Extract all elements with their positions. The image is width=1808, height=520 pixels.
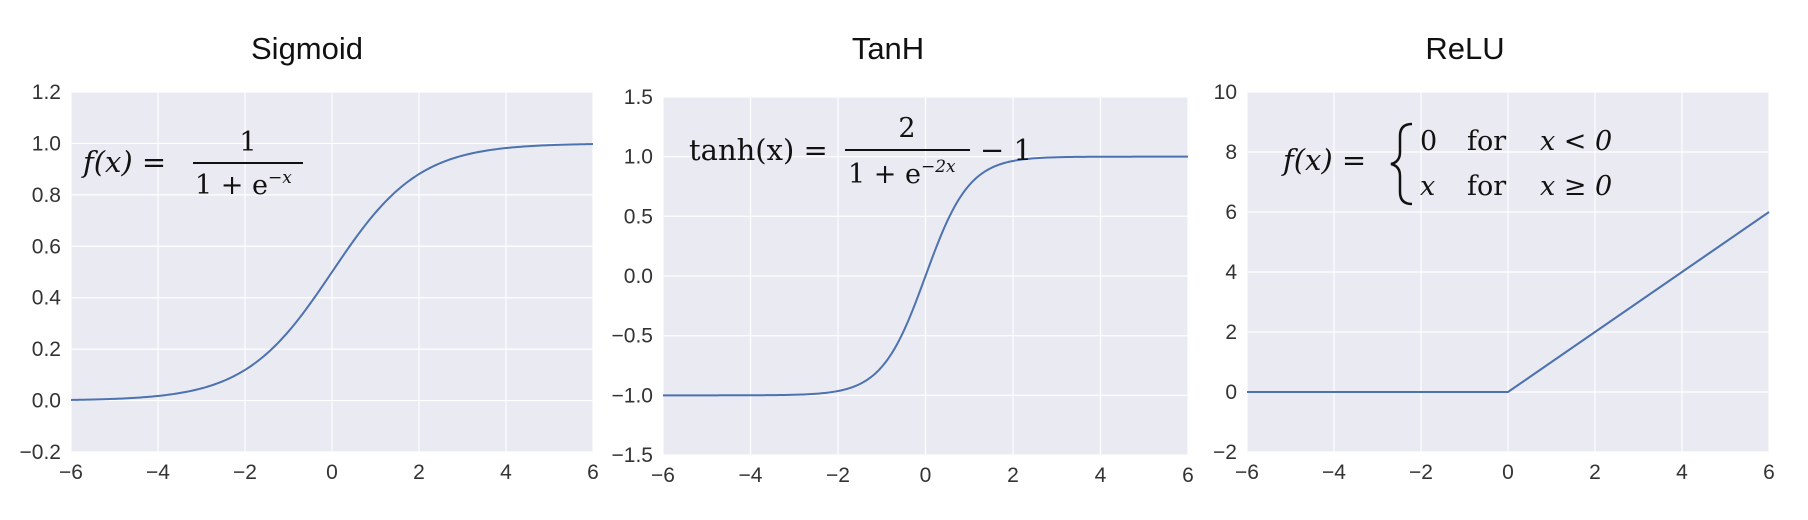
relu-y-tick-label: 0 [1225,381,1237,404]
tanh-y-ticks: −1.5 −1.0 −0.5 0.0 0.5 1.0 1.5 [612,86,653,467]
tanh-y-tick-label: 0.0 [624,265,653,288]
sigmoid-y-tick-label: −0.2 [20,441,61,464]
tanh-series-line [663,155,1188,397]
tanh-panel: TanH −1.5 −1.0 −0.5 0.0 0.5 1.0 1.5 −6 −4 −2 0 2 4 6… [612,31,1194,487]
relu-x-tick-label: −2 [1409,461,1433,484]
sigmoid-formula-numerator: 1 [239,127,256,158]
tanh-y-tick-label: −1.0 [612,384,653,407]
tanh-x-tick-label: −6 [651,464,675,487]
sigmoid-y-tick-label: 0.2 [32,338,61,361]
sigmoid-title: Sigmoid [251,31,363,66]
relu-x-ticks: −6 −4 −2 0 2 4 6 [1235,461,1775,484]
sigmoid-series-line [70,143,594,401]
tanh-x-tick-label: 0 [920,464,932,487]
tanh-formula-denominator: 1 + e−2x [848,157,956,190]
relu-x-tick-label: −6 [1235,461,1259,484]
relu-y-ticks: −2 0 2 4 6 8 10 [1213,81,1237,464]
tanh-y-tick-label: −1.5 [612,444,653,467]
sigmoid-y-tick-label: 0.6 [32,235,61,258]
tanh-y-tick-label: 0.5 [624,205,653,228]
sigmoid-y-tick-label: 0.8 [32,184,61,207]
relu-case2-value: x [1420,171,1435,202]
tanh-x-tick-label: 4 [1095,464,1107,487]
sigmoid-formula-denominator: 1 + e−x [195,168,292,201]
tanh-y-tick-label: 1.5 [624,86,653,109]
relu-case1-condition: x < 0 [1540,126,1612,157]
sigmoid-y-ticks: −0.2 0.0 0.2 0.4 0.6 0.8 1.0 1.2 [20,81,62,464]
sigmoid-y-tick-label: 0.0 [32,390,61,413]
relu-y-tick-label: 10 [1214,81,1237,104]
relu-y-tick-label: −2 [1213,441,1237,464]
tanh-x-ticks: −6 −4 −2 0 2 4 6 [651,464,1194,487]
sigmoid-grid [70,91,594,453]
tanh-x-tick-label: −4 [739,464,763,487]
relu-series-line [1247,211,1770,393]
relu-x-tick-label: −4 [1322,461,1346,484]
tanh-x-tick-label: −2 [826,464,850,487]
relu-panel: ReLU −2 0 2 4 6 8 10 −6 −4 −2 0 2 4 6 f(x) = 0 for x… [1213,31,1775,484]
relu-case2-condition: x ≥ 0 [1540,171,1612,202]
relu-y-tick-label: 2 [1225,321,1237,344]
tanh-y-tick-label: −0.5 [612,325,653,348]
relu-y-tick-label: 6 [1225,201,1237,224]
sigmoid-formula-lhs: f(x) = [81,145,166,179]
relu-title: ReLU [1425,31,1504,66]
sigmoid-x-tick-label: −2 [233,461,257,484]
tanh-y-tick-label: 1.0 [624,146,653,169]
relu-formula: f(x) = 0 for x < 0 x for x ≥ 0 [1281,122,1612,206]
relu-brace [1390,122,1413,206]
sigmoid-y-tick-label: 0.4 [32,287,62,310]
relu-case1-word: for [1467,126,1506,157]
tanh-formula-numerator: 2 [898,113,915,144]
relu-x-tick-label: 4 [1676,461,1688,484]
relu-x-tick-label: 0 [1502,461,1514,484]
sigmoid-formula: f(x) = 1 1 + e−x [81,127,303,201]
sigmoid-x-ticks: −6 −4 −2 0 2 4 6 [59,461,599,484]
sigmoid-x-tick-label: −6 [59,461,83,484]
relu-case1-value: 0 [1420,126,1437,157]
sigmoid-y-tick-label: 1.0 [32,132,61,155]
sigmoid-panel: Sigmoid −0.2 0.0 0.2 0.4 0.6 0.8 1.0 1.2 −6 −4 −2… [20,31,599,484]
tanh-title: TanH [852,31,924,66]
sigmoid-y-tick-label: 1.2 [32,81,61,104]
sigmoid-x-tick-label: 2 [413,461,425,484]
relu-x-tick-label: 2 [1589,461,1601,484]
relu-x-tick-label: 6 [1763,461,1775,484]
relu-formula-lhs: f(x) = [1281,143,1366,177]
sigmoid-x-tick-label: 4 [500,461,512,484]
tanh-formula: tanh(x) = 2 1 + e−2x − 1 [689,113,1032,190]
relu-y-tick-label: 4 [1225,261,1237,284]
tanh-x-tick-label: 6 [1182,464,1194,487]
tanh-x-tick-label: 2 [1007,464,1019,487]
sigmoid-x-tick-label: 0 [326,461,338,484]
sigmoid-x-tick-label: −4 [146,461,170,484]
relu-y-tick-label: 8 [1225,141,1237,164]
sigmoid-x-tick-label: 6 [587,461,599,484]
relu-case2-word: for [1467,171,1506,202]
tanh-formula-lhs: tanh(x) = [689,133,828,167]
tanh-formula-suffix: − 1 [980,133,1032,167]
